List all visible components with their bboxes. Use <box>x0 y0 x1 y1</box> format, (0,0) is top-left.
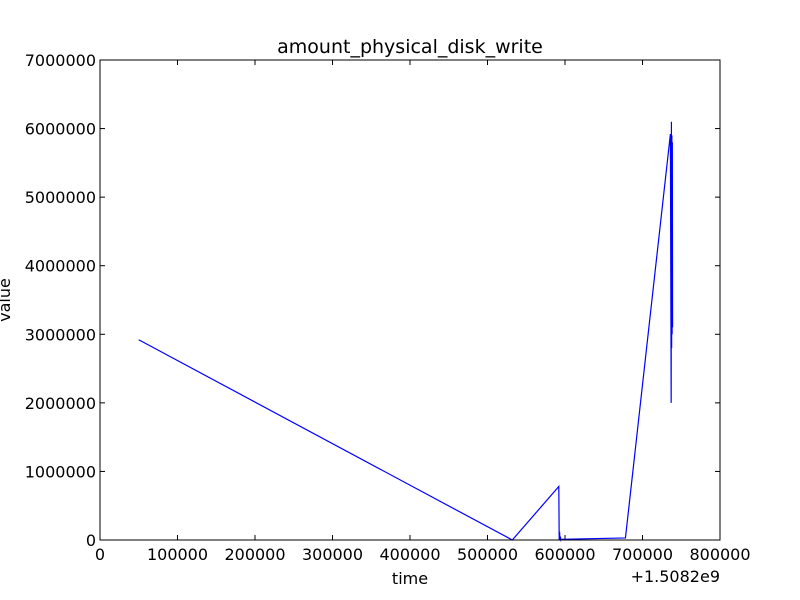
x-axis-offset-label: +1.5082e9 <box>631 567 720 586</box>
plot-frame <box>99 59 721 541</box>
x-axis-label: time <box>392 569 428 588</box>
y-tick-label: 0 <box>86 531 96 550</box>
y-axis-ticks: 0 1000000 2000000 3000000 4000000 5000000 6000… <box>25 51 720 550</box>
y-tick-label: 4000000 <box>25 257 96 276</box>
x-tick-label: 200000 <box>224 545 285 564</box>
series-line <box>138 121 674 542</box>
x-tick-label: 500000 <box>457 545 518 564</box>
y-tick-label: 6000000 <box>25 120 96 139</box>
x-tick-label: 800000 <box>689 545 750 564</box>
x-tick-label: 0 <box>95 545 105 564</box>
x-tick-label: 600000 <box>534 545 595 564</box>
plot-background <box>100 60 720 540</box>
x-tick-label: 100000 <box>147 545 208 564</box>
y-tick-label: 2000000 <box>25 394 96 413</box>
y-tick-label: 5000000 <box>25 188 96 207</box>
x-tick-label: 300000 <box>302 545 363 564</box>
series-group <box>138 121 674 542</box>
y-tick-label: 1000000 <box>25 462 96 481</box>
x-tick-label: 400000 <box>379 545 440 564</box>
chart-title: amount_physical_disk_write <box>277 36 543 58</box>
x-axis-ticks: 0 100000 200000 300000 400000 500000 600000 700… <box>95 60 751 564</box>
y-tick-label: 7000000 <box>25 51 96 70</box>
y-axis-label: value <box>0 278 14 322</box>
y-tick-label: 3000000 <box>25 325 96 344</box>
x-tick-label: 700000 <box>612 545 673 564</box>
